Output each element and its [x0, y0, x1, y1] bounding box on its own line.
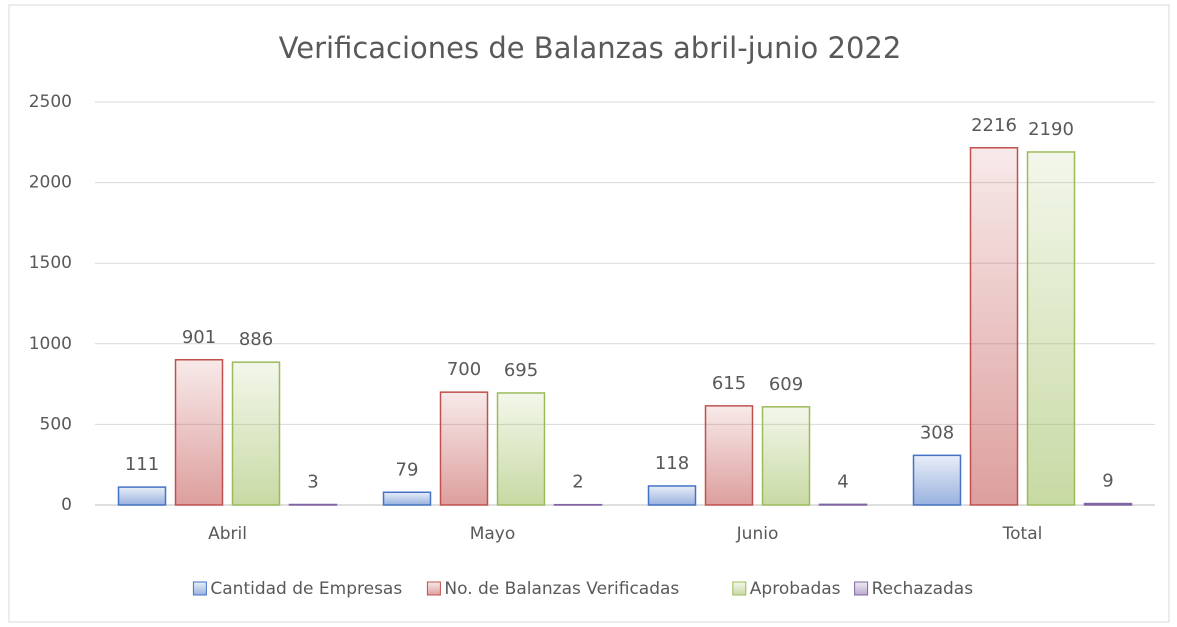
bar: [1026, 151, 1076, 506]
data-label: 9: [1102, 471, 1113, 492]
bar: [174, 359, 224, 506]
x-tick-label: Total: [1002, 524, 1043, 544]
bar: [117, 486, 167, 506]
bar: [231, 361, 281, 506]
y-tick-label: 2000: [29, 173, 72, 193]
bar: [912, 454, 962, 506]
data-label: 615: [712, 373, 746, 394]
legend-swatch: [854, 581, 869, 596]
data-label: 609: [769, 374, 803, 395]
bar: [1083, 502, 1133, 506]
data-label: 2: [572, 472, 583, 493]
legend-label: Cantidad de Empresas: [210, 579, 402, 599]
legend-label: Aprobadas: [750, 579, 841, 599]
data-label: 901: [182, 327, 216, 348]
legend-swatch: [192, 581, 207, 596]
y-tick-label: 1000: [29, 334, 72, 354]
data-label: 3: [307, 472, 318, 493]
data-label: 111: [125, 454, 159, 475]
data-label: 79: [396, 459, 419, 480]
x-tick-label: Junio: [736, 524, 779, 544]
legend-swatch: [732, 581, 747, 596]
bar: [382, 491, 432, 506]
legend-label: Rechazadas: [872, 579, 974, 599]
data-label: 695: [504, 360, 538, 381]
bar: [439, 391, 489, 506]
bar: [969, 147, 1019, 506]
x-tick-label: Abril: [208, 524, 247, 544]
y-tick-label: 2500: [29, 92, 72, 112]
y-tick-label: 1500: [29, 253, 72, 273]
x-tick-label: Mayo: [470, 524, 516, 544]
data-label: 118: [655, 453, 689, 474]
data-label: 700: [447, 359, 481, 380]
y-tick-label: 0: [61, 495, 72, 515]
bar: [647, 485, 697, 506]
bar: [761, 406, 811, 506]
bar: [818, 503, 868, 506]
data-label: 308: [920, 422, 954, 443]
y-tick-label: 500: [40, 414, 72, 434]
data-label: 886: [239, 329, 273, 350]
bar: [496, 392, 546, 506]
bar: [704, 405, 754, 506]
data-label: 2216: [971, 115, 1017, 136]
legend-swatch: [426, 581, 441, 596]
data-label: 2190: [1028, 119, 1074, 140]
chart-title: Verificaciones de Balanzas abril-junio 2…: [279, 31, 902, 65]
legend-label: No. de Balanzas Verificadas: [444, 579, 679, 599]
data-label: 4: [837, 471, 848, 492]
